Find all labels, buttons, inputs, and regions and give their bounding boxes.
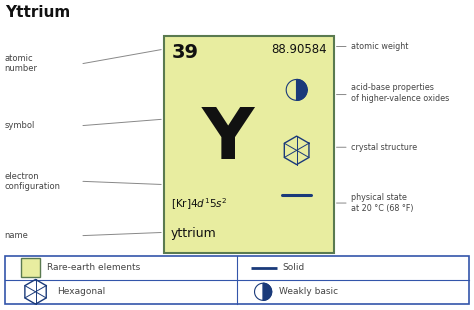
Text: $[\mathrm{Kr}]4d^{1}5s^{2}$: $[\mathrm{Kr}]4d^{1}5s^{2}$: [171, 197, 228, 212]
Text: 88.90584: 88.90584: [272, 43, 327, 56]
Bar: [5, 256, 469, 304]
Text: Rare-earth elements: Rare-earth elements: [47, 263, 141, 272]
Text: physical state
at 20 °C (68 °F): physical state at 20 °C (68 °F): [351, 193, 413, 213]
Text: symbol: symbol: [5, 121, 35, 130]
Text: name: name: [5, 231, 28, 240]
Text: atomic
number: atomic number: [5, 54, 38, 73]
Text: acid-base properties
of higher-valence oxides: acid-base properties of higher-valence o…: [351, 83, 449, 103]
Text: 39: 39: [172, 43, 199, 62]
Text: Hexagonal: Hexagonal: [57, 287, 106, 296]
Polygon shape: [297, 79, 307, 100]
Text: Y: Y: [202, 105, 255, 174]
Text: yttrium: yttrium: [171, 227, 217, 240]
Text: atomic weight: atomic weight: [351, 42, 408, 51]
Bar: [21, 258, 40, 277]
Text: Solid: Solid: [282, 263, 304, 272]
Text: crystal structure: crystal structure: [351, 143, 417, 152]
Text: electron
configuration: electron configuration: [5, 172, 61, 191]
Bar: [164, 36, 334, 253]
Polygon shape: [263, 283, 272, 300]
Text: Weakly basic: Weakly basic: [279, 287, 338, 296]
Text: Yttrium: Yttrium: [5, 5, 70, 20]
